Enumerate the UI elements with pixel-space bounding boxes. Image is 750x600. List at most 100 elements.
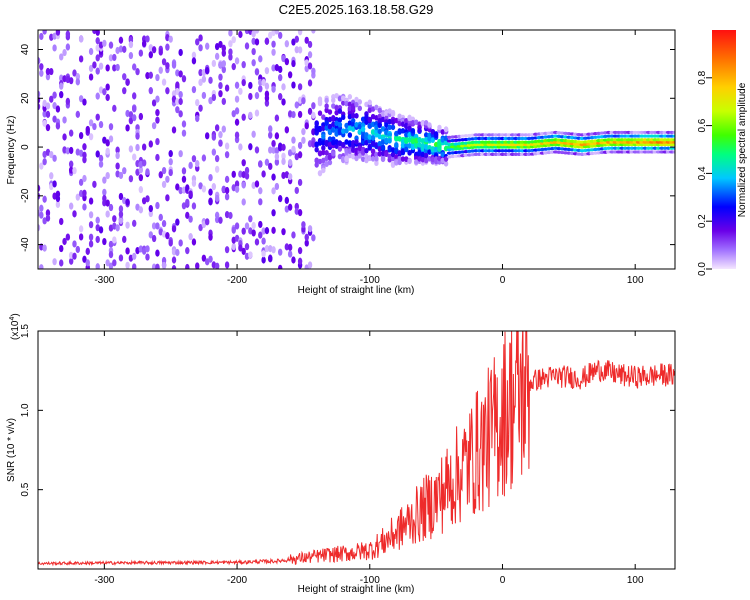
spectrogram-cell xyxy=(95,37,100,45)
spectrogram-cell xyxy=(45,67,51,76)
spectrogram-cell xyxy=(314,125,319,132)
spectrogram-cell xyxy=(95,30,100,36)
spectrogram-cell xyxy=(350,126,356,132)
spectrogram-cell xyxy=(427,144,432,151)
spectrogram-cell xyxy=(75,245,81,254)
spectrogram-cell xyxy=(231,226,236,234)
spectrogram-cell xyxy=(370,134,376,141)
spectrogram-cell xyxy=(284,40,290,48)
spectrogram-cell xyxy=(38,57,41,65)
spectrogram-cell xyxy=(327,154,333,161)
spectrogram-cell xyxy=(281,157,286,166)
spectrogram-cell xyxy=(427,156,432,162)
spectrogram-cell xyxy=(234,234,240,242)
chart-title: C2E5.2025.163.18.58.G29 xyxy=(279,2,434,17)
spectrogram-cell xyxy=(39,32,44,41)
spectrogram-cell xyxy=(228,30,233,37)
spectrogram-cell xyxy=(98,160,104,168)
spectrogram-cell xyxy=(224,142,230,150)
spectrogram-cell xyxy=(155,109,160,117)
spectrogram-cell xyxy=(105,210,110,218)
spectrogram-cell xyxy=(241,227,246,235)
spectrogram-cell xyxy=(321,140,326,146)
spectrogram-cell xyxy=(377,151,382,157)
spectrogram-cell xyxy=(88,47,94,56)
spectrogram-cell xyxy=(284,243,290,251)
spectrogram-cell xyxy=(62,75,67,83)
spectrogram-cell xyxy=(38,224,41,232)
spectrogram-cell xyxy=(281,171,286,180)
spectrogram-cell xyxy=(277,248,283,256)
spectrogram-cell xyxy=(440,129,445,135)
spectrogram-cell xyxy=(122,197,127,205)
spectrogram-cell xyxy=(178,70,183,78)
spectrogram-cell xyxy=(39,211,44,219)
spectrogram-cell xyxy=(158,228,163,236)
spectrogram-cell xyxy=(59,259,64,267)
x-tick-label: 100 xyxy=(627,575,644,586)
spectrogram-cell xyxy=(118,210,124,218)
spectrogram-cell xyxy=(344,100,349,107)
spectrogram-cell xyxy=(347,148,353,155)
spectrogram-cell xyxy=(248,251,253,259)
spectrogram-cell xyxy=(128,175,134,183)
spectrogram-cell xyxy=(274,153,280,161)
spectrogram-cell xyxy=(433,132,439,139)
spectrogram-cell xyxy=(208,197,213,205)
spectrogram-cell xyxy=(394,117,399,124)
spectrogram-cell xyxy=(108,135,114,143)
spectrogram-cell xyxy=(251,30,256,38)
spectrogram-cell xyxy=(151,222,157,230)
spectrogram-cell xyxy=(201,68,207,77)
spectrogram-cell xyxy=(287,243,293,252)
spectrogram-cell xyxy=(264,37,270,45)
spectrogram-cell xyxy=(59,91,64,99)
spectrogram-cell xyxy=(304,239,309,247)
spectrogram-cell xyxy=(354,139,359,145)
spectrogram-cell xyxy=(341,95,346,102)
spectrogram-cell xyxy=(360,133,366,139)
spectrogram-cell xyxy=(138,206,144,214)
colorbar-tick-label: 0.4 xyxy=(697,166,708,180)
spectrogram-cell xyxy=(437,124,442,131)
spectrogram-cell xyxy=(324,107,329,114)
spectrogram-cell xyxy=(234,118,240,126)
spectrogram-cell xyxy=(297,110,303,119)
spectrogram-cell xyxy=(62,133,67,141)
spectrogram-cell xyxy=(307,225,313,233)
spectrogram-cell xyxy=(105,83,110,91)
spectrogram-cell xyxy=(211,133,217,141)
spectrogram-cell xyxy=(291,38,296,46)
spectrogram-cell xyxy=(258,187,263,195)
spectrogram-cell xyxy=(198,68,203,77)
spectrogram-cell xyxy=(354,96,359,103)
spectrogram-cell xyxy=(334,143,339,150)
spectrogram-cell xyxy=(38,103,41,111)
spectrogram-cell xyxy=(178,97,183,106)
spectrogram-cell xyxy=(228,211,233,220)
spectrogram-cell xyxy=(198,224,203,232)
colorbar-tick-label: 0.0 xyxy=(697,262,708,276)
spectrogram-cell xyxy=(374,151,379,158)
spectrogram-cell xyxy=(277,65,283,74)
spectrogram-cell xyxy=(231,236,236,244)
spectrogram-cell xyxy=(377,141,382,148)
spectrogram-cell xyxy=(49,172,54,180)
spectrogram-cell xyxy=(337,121,343,128)
spectrogram-cell xyxy=(55,194,61,203)
spectrogram-cell xyxy=(417,142,422,148)
spectrogram-cell xyxy=(321,125,326,132)
spectrogram-cell xyxy=(244,42,250,50)
spectrogram-cell xyxy=(357,145,363,152)
spectrogram-cell xyxy=(281,152,286,160)
spectrogram-cell xyxy=(108,224,114,232)
spectrogram-cell xyxy=(277,74,283,82)
spectrogram-cell xyxy=(95,92,100,100)
spectrogram-cell xyxy=(92,122,97,131)
spectrogram-cell xyxy=(344,122,349,129)
spectrogram-cell xyxy=(251,37,256,45)
spectrogram-cell xyxy=(284,171,290,179)
spectrogram-cell xyxy=(311,128,316,136)
spectrogram-cell xyxy=(128,117,134,125)
spectrogram-cell xyxy=(65,43,71,51)
